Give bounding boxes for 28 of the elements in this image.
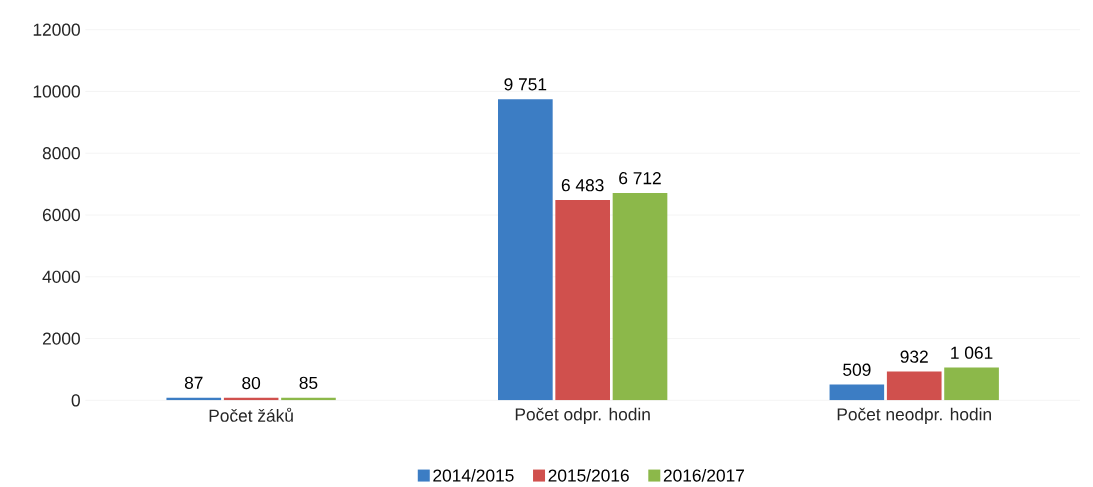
y-tick-label: 2000 [42,332,80,345]
x-tick-label: Počet odpr. hodin [515,407,650,424]
y-tick-label: 8000 [42,147,80,160]
data-label: 6 712 [619,172,661,185]
y-tick-label: 0 [71,394,80,407]
y-tick-label: 6000 [42,208,80,222]
y-tick-label: 4000 [42,270,80,283]
data-label: 1 061 [951,346,993,359]
data-label: 509 [843,363,871,376]
bar [829,384,885,401]
bar [944,367,999,401]
data-label: 932 [900,350,928,363]
bar [612,193,668,401]
data-label: 80 [242,376,261,390]
legend-label: 2016/2017 [663,468,745,482]
data-label: 87 [184,376,203,389]
data-label: 6 483 [561,179,604,192]
y-tick-label: 12000 [33,23,80,36]
bar [886,371,942,401]
bar [555,200,611,401]
legend-label: 2015/2016 [548,468,629,482]
x-tick-label: Počet žáků [209,407,293,422]
bar [498,99,553,401]
legend-label: 2014/2015 [433,468,514,482]
data-label: 9 751 [504,78,547,91]
y-tick-label: 10000 [33,85,80,98]
x-tick-label: Počet neodpr. hodin [837,407,991,424]
data-label: 85 [299,376,318,389]
